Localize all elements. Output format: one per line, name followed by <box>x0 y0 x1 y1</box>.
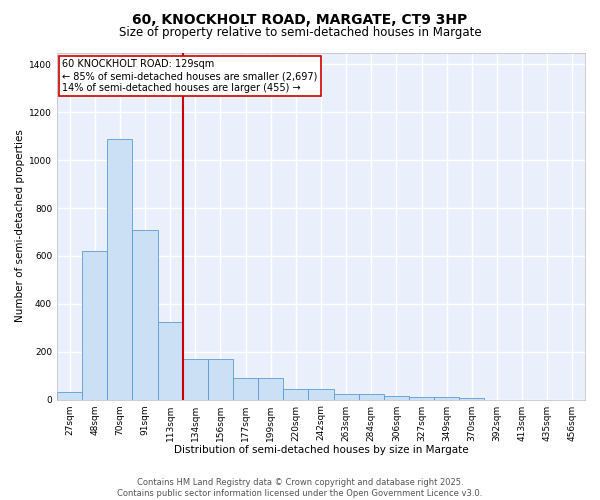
Text: 60, KNOCKHOLT ROAD, MARGATE, CT9 3HP: 60, KNOCKHOLT ROAD, MARGATE, CT9 3HP <box>133 12 467 26</box>
Bar <box>233 378 258 400</box>
Bar <box>459 398 484 400</box>
Bar <box>158 322 183 400</box>
Bar <box>308 389 334 400</box>
Bar <box>183 359 208 400</box>
Text: Contains HM Land Registry data © Crown copyright and database right 2025.
Contai: Contains HM Land Registry data © Crown c… <box>118 478 482 498</box>
Bar <box>82 251 107 400</box>
Bar <box>208 359 233 400</box>
Bar <box>258 378 283 400</box>
X-axis label: Distribution of semi-detached houses by size in Margate: Distribution of semi-detached houses by … <box>174 445 469 455</box>
Text: Size of property relative to semi-detached houses in Margate: Size of property relative to semi-detach… <box>119 26 481 39</box>
Bar <box>283 389 308 400</box>
Bar <box>359 394 384 400</box>
Bar <box>334 394 359 400</box>
Bar <box>57 392 82 400</box>
Bar <box>107 138 133 400</box>
Bar <box>409 396 434 400</box>
Text: 60 KNOCKHOLT ROAD: 129sqm
← 85% of semi-detached houses are smaller (2,697)
14% : 60 KNOCKHOLT ROAD: 129sqm ← 85% of semi-… <box>62 60 317 92</box>
Y-axis label: Number of semi-detached properties: Number of semi-detached properties <box>15 130 25 322</box>
Bar <box>133 230 158 400</box>
Bar <box>384 396 409 400</box>
Bar <box>434 396 459 400</box>
